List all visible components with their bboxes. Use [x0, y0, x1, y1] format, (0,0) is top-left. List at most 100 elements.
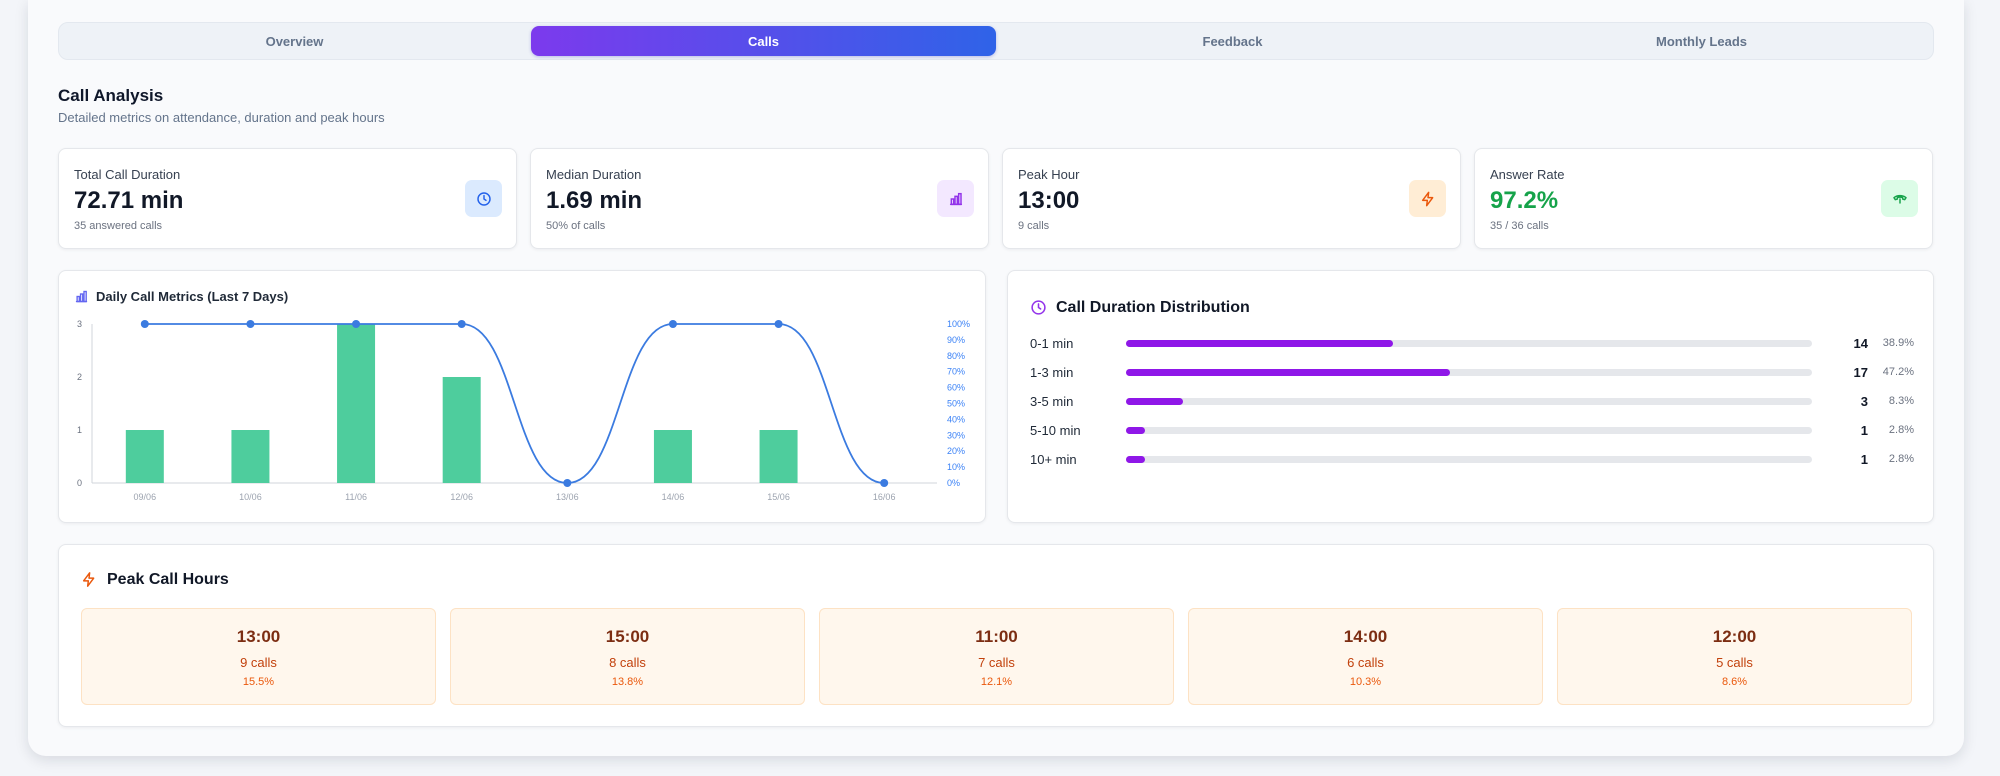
x-tick-label: 13/06: [556, 492, 579, 502]
bar: [231, 430, 270, 483]
y2-tick-label: 0%: [947, 478, 960, 488]
daily-call-metrics-card: Daily Call Metrics (Last 7 Days) 0 1 2 3 0% 1…: [58, 270, 986, 523]
peak-hour-calls: 5 calls: [1716, 655, 1753, 670]
tab-overview[interactable]: Overview: [265, 33, 324, 49]
distribution-percent: 2.8%: [1888, 424, 1914, 436]
x-tick-label: 15/06: [767, 492, 790, 502]
peak-hour-time: 14:00: [1343, 627, 1388, 646]
peak-hour-calls: 8 calls: [609, 655, 646, 670]
distribution-percent: 47.2%: [1882, 366, 1914, 378]
y2-tick-label: 40%: [947, 414, 965, 424]
tab-feedback[interactable]: Feedback: [1202, 33, 1263, 49]
line-point: [246, 320, 255, 328]
distribution-bar-track: [1126, 427, 1812, 434]
stat-card-answer-rate: Answer Rate 97.2% 35 / 36 calls: [1474, 148, 1933, 249]
x-tick-label: 11/06: [345, 492, 367, 502]
peak-hours-title: Peak Call Hours: [107, 571, 229, 588]
peak-hour-percent: 13.8%: [611, 676, 644, 688]
peak-hour-time: 15:00: [605, 627, 650, 646]
stat-card-total-duration: Total Call Duration 72.71 min 35 answere…: [58, 148, 517, 249]
x-tick-label: 12/06: [450, 492, 473, 502]
distribution-row: 5-10 min 1 2.8%: [1030, 420, 1915, 440]
distribution-count: 1: [1860, 423, 1868, 438]
y-tick-label: 1: [77, 425, 82, 435]
stat-subtext: 35 answered calls: [74, 220, 163, 232]
line-point: [352, 320, 361, 328]
bar: [337, 324, 376, 483]
stat-label: Median Duration: [546, 167, 642, 182]
distribution-count: 1: [1860, 452, 1868, 467]
distribution-label: 3-5 min: [1030, 394, 1074, 409]
stat-value: 13:00: [1018, 187, 1080, 214]
stat-subtext: 9 calls: [1018, 220, 1050, 232]
line-point: [880, 479, 889, 487]
y2-tick-label: 80%: [947, 351, 965, 361]
tab-bar: Overview Calls Feedback Monthly Leads: [58, 22, 1934, 60]
x-tick-label: 14/06: [662, 492, 685, 502]
line-point: [668, 320, 677, 328]
stat-subtext: 35 / 36 calls: [1490, 220, 1549, 232]
bar-chart-icon: [937, 180, 974, 217]
x-tick-label: 09/06: [134, 492, 157, 502]
stat-value: 97.2%: [1490, 187, 1559, 214]
distribution-bar-fill: [1126, 398, 1183, 405]
y2-tick-label: 30%: [947, 430, 965, 440]
peak-hour-tile: 14:00 6 calls 10.3%: [1188, 608, 1543, 705]
peak-hour-calls: 9 calls: [240, 655, 277, 670]
tab-calls[interactable]: Calls: [531, 26, 996, 56]
distribution-count: 14: [1853, 336, 1868, 351]
chart-title: Daily Call Metrics (Last 7 Days): [96, 289, 289, 304]
tab-monthly-leads[interactable]: Monthly Leads: [1655, 33, 1747, 49]
bar: [442, 377, 481, 483]
stat-card-peak-hour: Peak Hour 13:00 9 calls: [1002, 148, 1461, 249]
distribution-label: 10+ min: [1030, 452, 1077, 467]
zap-icon: [1409, 180, 1446, 217]
peak-hour-tile: 15:00 8 calls 13.8%: [450, 608, 805, 705]
distribution-bar-track: [1126, 340, 1812, 347]
peak-hour-percent: 12.1%: [980, 676, 1013, 688]
y2-tick-label: 100%: [947, 319, 970, 329]
zap-icon: [81, 571, 97, 593]
x-tick-label: 16/06: [873, 492, 896, 502]
phone-icon: [1881, 180, 1918, 217]
stat-card-median-duration: Median Duration 1.69 min 50% of calls: [530, 148, 989, 249]
daily-call-metrics-chart: 01230%10%20%30%40%50%60%70%80%90%100%09/…: [77, 319, 970, 502]
peak-hour-tile: 13:00 9 calls 15.5%: [81, 608, 436, 705]
y2-tick-label: 60%: [947, 383, 965, 393]
y-tick-label: 3: [77, 319, 82, 329]
line-point: [563, 479, 572, 487]
distribution-label: 0-1 min: [1030, 336, 1074, 351]
bar: [653, 430, 692, 483]
peak-hour-calls: 7 calls: [978, 655, 1015, 670]
clock-icon: [1030, 299, 1047, 321]
section-title: Call Analysis: [58, 86, 164, 105]
distribution-row: 0-1 min 14 38.9%: [1030, 333, 1915, 353]
peak-hour-tile: 11:00 7 calls 12.1%: [819, 608, 1174, 705]
y2-tick-label: 90%: [947, 335, 965, 345]
distribution-label: 1-3 min: [1030, 365, 1074, 380]
bar: [759, 430, 798, 483]
distribution-percent: 2.8%: [1888, 453, 1914, 465]
dashboard-page: Overview Calls Feedback Monthly Leads Ca…: [28, 0, 1964, 756]
stat-label: Total Call Duration: [74, 167, 181, 182]
peak-hour-percent: 15.5%: [242, 676, 275, 688]
line-point: [774, 320, 783, 328]
bar-chart-icon: [74, 289, 89, 309]
y-tick-label: 2: [77, 372, 82, 382]
distribution-bar-fill: [1126, 427, 1145, 434]
distribution-bar-track: [1126, 398, 1812, 405]
stat-value: 72.71 min: [74, 187, 184, 214]
distribution-label: 5-10 min: [1030, 423, 1081, 438]
distribution-row: 1-3 min 17 47.2%: [1030, 362, 1915, 382]
distribution-count: 3: [1860, 394, 1868, 409]
distribution-title: Call Duration Distribution: [1056, 299, 1250, 316]
peak-hour-time: 13:00: [236, 627, 281, 646]
peak-hour-percent: 8.6%: [1721, 676, 1748, 688]
stat-value: 1.69 min: [546, 187, 643, 214]
distribution-bar-track: [1126, 369, 1812, 376]
distribution-percent: 38.9%: [1882, 337, 1914, 349]
distribution-bar-fill: [1126, 456, 1145, 463]
distribution-row: 10+ min 1 2.8%: [1030, 449, 1915, 469]
peak-hour-time: 11:00: [975, 627, 1018, 646]
bar: [125, 430, 164, 483]
